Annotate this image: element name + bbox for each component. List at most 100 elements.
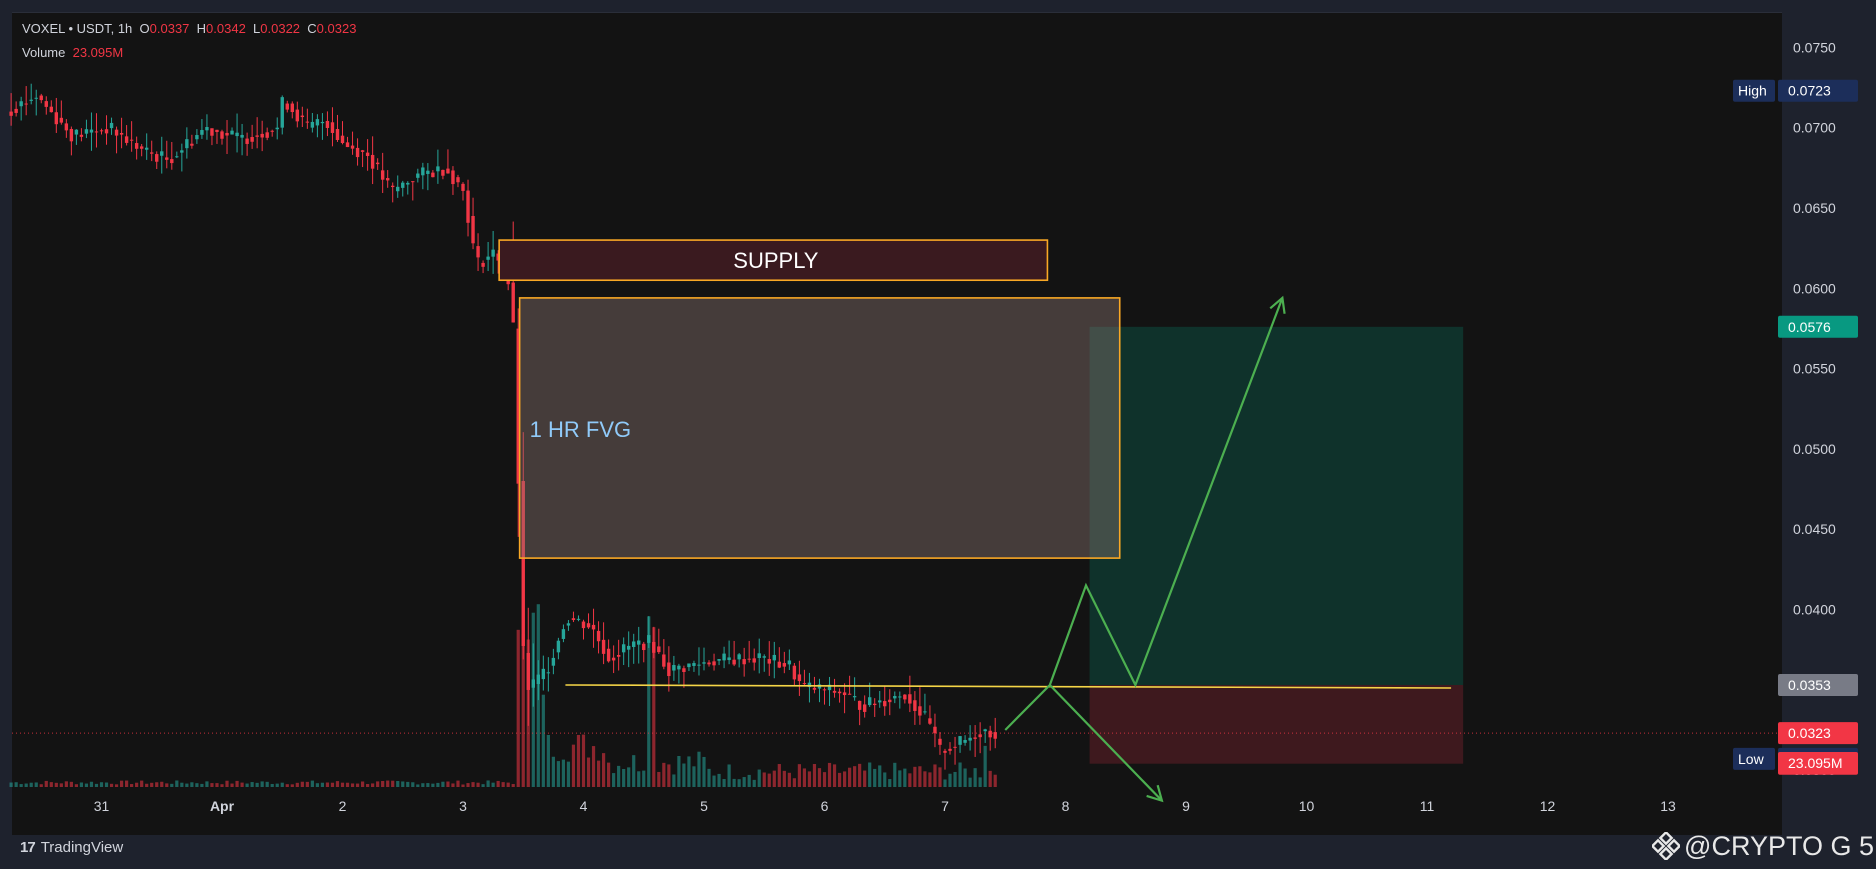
time-tick-label: 2	[339, 798, 347, 814]
volume-bar	[787, 772, 791, 787]
time-tick-label: 9	[1182, 798, 1190, 814]
candle	[340, 135, 345, 144]
time-tick-label: 4	[580, 798, 588, 814]
candle	[84, 129, 89, 134]
candle	[752, 658, 756, 663]
bearish-projection-path[interactable]	[1049, 684, 1163, 802]
volume-bar	[878, 765, 882, 787]
volume-bar	[672, 774, 676, 787]
volume-bar	[114, 784, 119, 787]
volume-bar	[923, 771, 927, 787]
volume-bar	[84, 783, 89, 787]
volume-bar	[386, 780, 390, 787]
volume-bar	[265, 781, 269, 787]
volume-bar	[953, 771, 957, 787]
candle	[200, 130, 204, 135]
plot-area[interactable]	[12, 12, 1782, 835]
volume-bar	[335, 781, 340, 787]
candle	[285, 103, 289, 110]
candle	[160, 151, 164, 156]
volume-label: Volume	[22, 45, 66, 60]
candle	[812, 687, 817, 690]
fvg-zone[interactable]	[518, 297, 1121, 559]
bullish-projection-path[interactable]	[1004, 297, 1284, 731]
volume-bar	[853, 766, 857, 787]
candle	[129, 139, 134, 141]
candle	[320, 121, 325, 124]
long-position-loss-zone[interactable]	[1089, 684, 1464, 764]
volume-bar	[777, 764, 781, 787]
candle	[797, 674, 802, 682]
volume-bar	[79, 782, 84, 787]
candle	[727, 657, 731, 661]
volume-bar	[401, 781, 405, 787]
volume-bar	[496, 780, 500, 787]
price-tag-label: Low	[1738, 751, 1765, 767]
candle	[662, 654, 666, 667]
candle	[938, 738, 942, 745]
volume-bar	[310, 780, 314, 787]
candle	[9, 111, 13, 116]
candle	[69, 128, 74, 142]
candle	[280, 97, 284, 128]
candle	[747, 658, 751, 660]
volume-bar	[757, 769, 761, 787]
volume-bar	[521, 634, 525, 787]
volume-bar	[893, 762, 897, 787]
supply-zone[interactable]	[498, 239, 1049, 282]
price-tag-box	[1733, 747, 1775, 770]
candle	[596, 630, 601, 642]
candle	[667, 662, 671, 677]
volume-bar	[561, 759, 566, 787]
price-label-box	[1778, 79, 1858, 102]
candle	[89, 129, 94, 133]
support-trendline[interactable]	[565, 684, 1452, 689]
volume-bar	[49, 782, 53, 787]
volume-bar	[908, 773, 912, 787]
volume-bar	[44, 780, 48, 787]
volume-bar	[812, 764, 817, 787]
candle	[571, 618, 576, 621]
candle	[867, 697, 872, 706]
volume-bar	[782, 770, 786, 787]
volume-bar	[601, 753, 606, 787]
candle	[772, 654, 776, 661]
candle	[888, 699, 892, 703]
volume-bar	[135, 782, 139, 787]
candle	[325, 120, 330, 128]
tradingview-mark-icon: 17	[20, 838, 36, 856]
candle	[873, 703, 877, 706]
candle	[250, 137, 254, 142]
price-label-value: 0.0323	[1788, 725, 1831, 741]
volume-bar	[280, 782, 284, 787]
volume-bar	[837, 772, 842, 787]
volume-bar	[762, 772, 766, 787]
candle	[155, 154, 159, 162]
price-label-box	[1778, 673, 1858, 696]
candle	[380, 170, 385, 180]
volume-bar	[667, 764, 671, 787]
volume-bar	[345, 782, 350, 787]
volume-bar	[747, 774, 751, 787]
candle	[79, 134, 84, 137]
candle	[722, 653, 726, 661]
volume-bar	[14, 782, 18, 787]
bullish-arrowhead	[1269, 295, 1286, 314]
price-tag-box	[1733, 79, 1775, 102]
candle	[732, 659, 736, 665]
long-position-profit-zone[interactable]	[1089, 326, 1464, 685]
price-label-value: 0.0576	[1788, 319, 1831, 335]
watermark-text: @CRYPTO G 5	[1684, 830, 1874, 861]
volume-bar	[817, 768, 822, 787]
candle	[832, 690, 837, 693]
volume-bar	[792, 778, 796, 787]
candle	[516, 328, 520, 484]
tradingview-logo[interactable]: 17 TradingView	[20, 836, 123, 858]
candle	[391, 185, 395, 188]
price-label-box	[1778, 315, 1858, 338]
time-tick-label: 3	[459, 798, 467, 814]
volume-bar	[320, 782, 325, 787]
volume-bar	[456, 780, 460, 787]
